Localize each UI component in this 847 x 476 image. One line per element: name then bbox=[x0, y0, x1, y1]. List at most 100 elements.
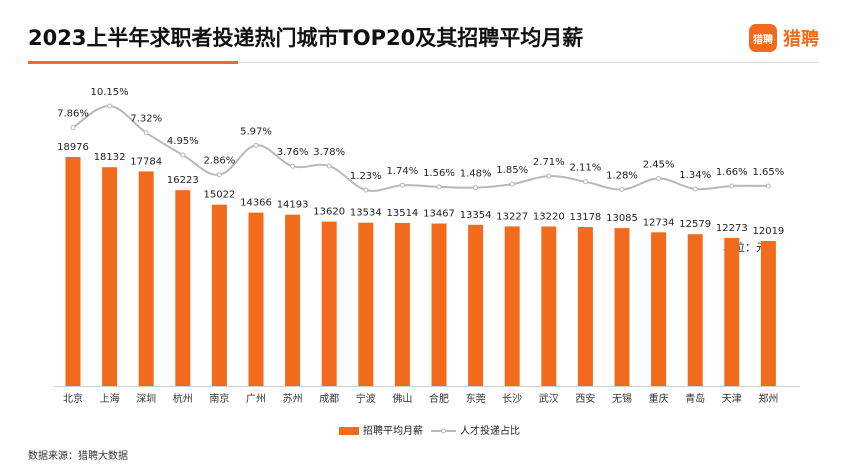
city-label-9: 宁波 bbox=[356, 392, 376, 405]
share-point-4 bbox=[180, 152, 186, 158]
city-label-5: 南京 bbox=[209, 392, 229, 405]
salary-value-label-4: 16223 bbox=[167, 175, 199, 186]
share-point-9 bbox=[363, 187, 369, 193]
share-value-label-13: 1.85% bbox=[496, 165, 528, 176]
city-label-15: 西安 bbox=[575, 392, 595, 405]
salary-value-label-20: 12019 bbox=[752, 226, 784, 237]
salary-bar-1 bbox=[65, 157, 81, 386]
share-value-label-7: 3.76% bbox=[277, 147, 309, 158]
data-source: 数据来源：猎聘大数据 bbox=[28, 451, 128, 462]
share-value-label-4: 4.95% bbox=[167, 136, 199, 147]
share-point-1 bbox=[70, 125, 76, 131]
salary-value-label-2: 18132 bbox=[94, 152, 126, 163]
liepin-logo: 猎聘 猎聘 bbox=[749, 24, 819, 52]
salary-value-label-13: 13227 bbox=[496, 211, 528, 222]
salary-bar-5 bbox=[211, 204, 227, 386]
salary-value-label-6: 14366 bbox=[240, 198, 272, 209]
salary-value-label-5: 15022 bbox=[203, 190, 235, 201]
city-label-7: 苏州 bbox=[283, 392, 303, 405]
liepin-logo-text: 猎聘 bbox=[783, 29, 819, 50]
salary-bar-18 bbox=[687, 234, 703, 386]
share-value-label-2: 10.15% bbox=[91, 87, 129, 98]
city-label-20: 郑州 bbox=[758, 392, 778, 405]
city-label-2: 上海 bbox=[100, 392, 120, 405]
share-point-2 bbox=[107, 103, 113, 109]
salary-bar-15 bbox=[577, 227, 593, 386]
city-label-10: 佛山 bbox=[392, 392, 412, 405]
city-label-6: 广州 bbox=[246, 393, 266, 405]
share-point-19 bbox=[729, 183, 735, 189]
salary-bar-6 bbox=[248, 212, 264, 386]
salary-value-label-16: 13085 bbox=[606, 213, 638, 224]
salary-bar-13 bbox=[504, 226, 520, 386]
share-point-3 bbox=[143, 130, 149, 136]
share-point-7 bbox=[290, 163, 296, 169]
salary-bar-9 bbox=[358, 222, 374, 386]
salary-value-label-3: 17784 bbox=[130, 156, 162, 167]
city-label-11: 合肥 bbox=[429, 392, 449, 405]
salary-value-label-1: 18976 bbox=[57, 142, 89, 153]
salary-bar-19 bbox=[724, 237, 740, 386]
share-point-18 bbox=[692, 186, 698, 192]
salary-bar-4 bbox=[175, 190, 191, 386]
share-value-label-5: 2.86% bbox=[204, 156, 236, 167]
city-label-1: 北京 bbox=[63, 392, 83, 405]
city-label-12: 东莞 bbox=[466, 392, 486, 405]
share-point-11 bbox=[436, 184, 442, 190]
title-accent-bar bbox=[28, 61, 238, 64]
share-value-label-20: 1.65% bbox=[753, 167, 785, 178]
city-label-13: 长沙 bbox=[502, 393, 522, 405]
legend-line-label: 人才投递占比 bbox=[460, 424, 520, 437]
legend-line-marker bbox=[441, 428, 446, 434]
salary-value-label-18: 12579 bbox=[679, 219, 711, 230]
share-point-20 bbox=[765, 183, 771, 189]
legend-bar-label: 招聘平均月薪 bbox=[363, 424, 423, 437]
city-label-8: 成都 bbox=[319, 393, 339, 405]
salary-value-label-8: 13620 bbox=[313, 207, 345, 218]
chart-title: 2023上半年求职者投递热门城市TOP20及其招聘平均月薪 bbox=[28, 26, 584, 50]
share-point-15 bbox=[582, 179, 588, 185]
salary-value-label-11: 13467 bbox=[423, 208, 455, 219]
salary-value-label-14: 13220 bbox=[533, 211, 565, 222]
city-label-14: 武汉 bbox=[539, 392, 559, 405]
salary-bar-12 bbox=[468, 224, 484, 386]
city-label-17: 重庆 bbox=[649, 392, 669, 405]
title-divider bbox=[28, 62, 818, 63]
share-point-5 bbox=[216, 172, 222, 178]
city-label-4: 杭州 bbox=[173, 392, 193, 405]
share-point-12 bbox=[473, 185, 479, 191]
salary-bar-14 bbox=[541, 226, 557, 386]
share-value-label-3: 7.32% bbox=[130, 114, 162, 125]
share-value-label-14: 2.71% bbox=[533, 157, 565, 168]
share-value-label-1: 7.86% bbox=[57, 109, 89, 120]
share-value-label-18: 1.34% bbox=[679, 170, 711, 181]
salary-bar-3 bbox=[138, 171, 154, 386]
salary-bar-8 bbox=[321, 221, 337, 386]
share-point-10 bbox=[399, 182, 405, 188]
salary-value-label-17: 12734 bbox=[643, 217, 675, 228]
salary-bar-2 bbox=[102, 167, 118, 386]
salary-bar-17 bbox=[651, 232, 667, 386]
salary-value-label-7: 14193 bbox=[277, 200, 309, 211]
share-point-16 bbox=[619, 187, 625, 192]
salary-value-label-9: 13534 bbox=[350, 208, 382, 219]
salary-bar-20 bbox=[760, 241, 776, 386]
salary-bar-7 bbox=[285, 214, 301, 386]
salary-bar-10 bbox=[394, 222, 410, 386]
share-value-label-12: 1.48% bbox=[460, 169, 492, 180]
city-label-3: 深圳 bbox=[136, 393, 156, 405]
share-value-label-15: 2.11% bbox=[570, 163, 602, 174]
liepin-logo-icon: 猎聘 bbox=[749, 24, 777, 52]
share-value-label-19: 1.66% bbox=[716, 167, 748, 178]
share-value-label-9: 1.23% bbox=[350, 171, 382, 182]
share-value-label-11: 1.56% bbox=[423, 168, 455, 179]
share-value-label-6: 5.97% bbox=[240, 126, 272, 137]
city-label-19: 天津 bbox=[722, 393, 742, 405]
share-value-label-10: 1.74% bbox=[387, 166, 419, 177]
share-point-17 bbox=[656, 176, 662, 181]
salary-value-label-15: 13178 bbox=[569, 212, 601, 223]
salary-bar-16 bbox=[614, 228, 630, 386]
salary-value-label-19: 12273 bbox=[716, 223, 748, 234]
share-line-path bbox=[72, 104, 769, 192]
